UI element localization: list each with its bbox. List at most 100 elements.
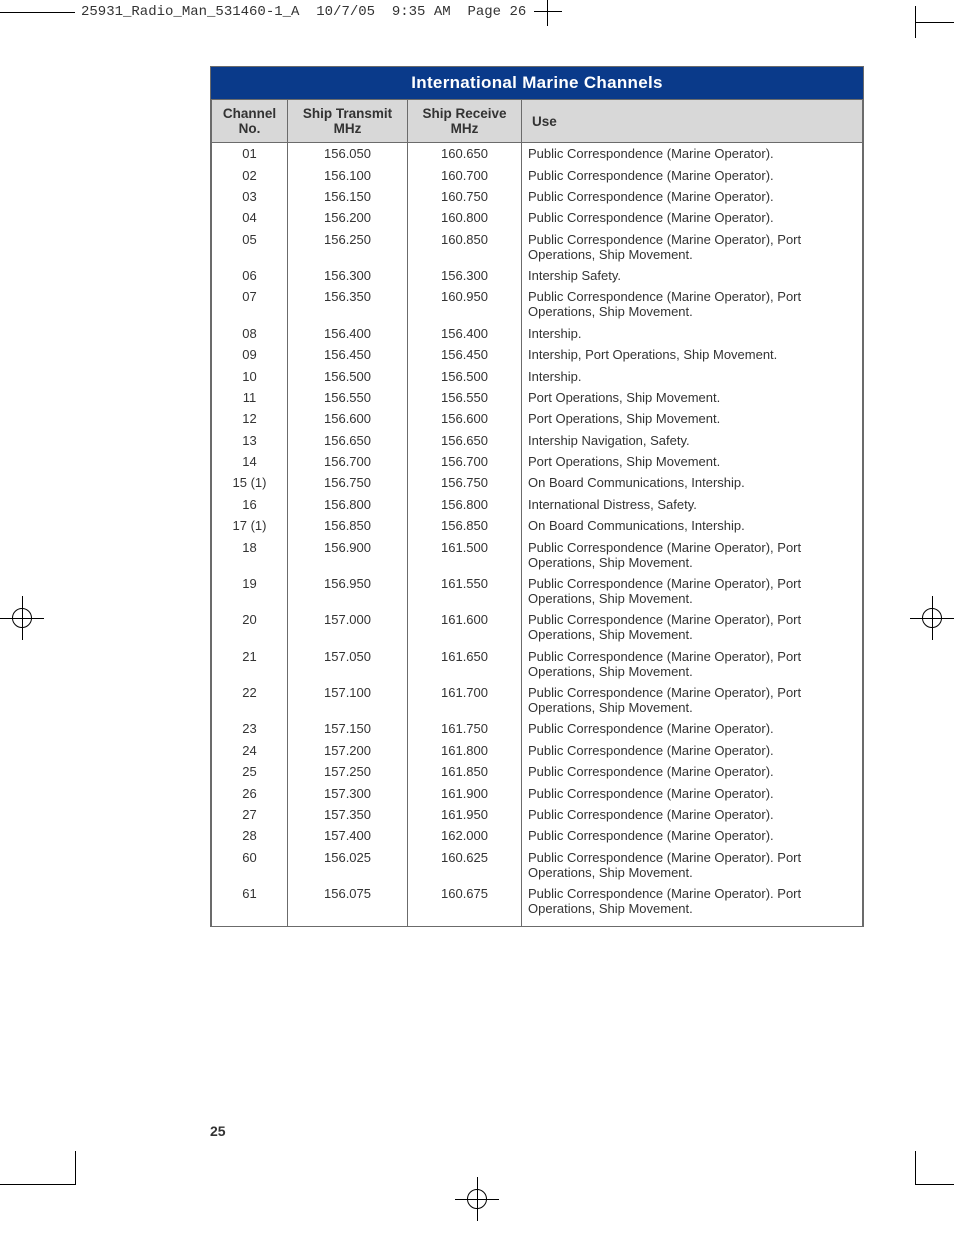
table-row: 13156.650156.650Intership Navigation, Sa… (212, 430, 863, 451)
cell-tx: 156.800 (288, 494, 408, 515)
col-channel-l1: Channel (223, 106, 276, 121)
cell-channel: 19 (212, 573, 288, 609)
cell-tx: 156.150 (288, 186, 408, 207)
cell-tx: 157.300 (288, 782, 408, 803)
cell-use: Public Correspondence (Marine Operator).… (522, 847, 863, 883)
cell-tx: 156.450 (288, 344, 408, 365)
cell-use: Public Correspondence (Marine Operator),… (522, 646, 863, 682)
crop-tick-bl (75, 1151, 76, 1185)
cell-use: International Distress, Safety. (522, 494, 863, 515)
cell-channel: 04 (212, 207, 288, 228)
registration-mark-icon (536, 0, 560, 24)
cell-tx: 156.750 (288, 472, 408, 493)
cell-use: Public Correspondence (Marine Operator),… (522, 229, 863, 265)
table-row: 24157.200161.800Public Correspondence (M… (212, 740, 863, 761)
table-row: 07156.350160.950Public Correspondence (M… (212, 286, 863, 322)
col-tx-l1: Ship Transmit (303, 106, 392, 121)
cell-use: Public Correspondence (Marine Operator). (522, 782, 863, 803)
cell-channel: 02 (212, 164, 288, 185)
table-row: 04156.200160.800Public Correspondence (M… (212, 207, 863, 228)
crop-rule-bl (0, 1184, 75, 1185)
cell-rx: 160.650 (408, 143, 522, 165)
table-row: 11156.550156.550Port Operations, Ship Mo… (212, 387, 863, 408)
crop-header: 25931_Radio_Man_531460-1_A 10/7/05 9:35 … (0, 0, 954, 24)
cell-use: On Board Communications, Intership. (522, 515, 863, 536)
cell-tx: 157.200 (288, 740, 408, 761)
channel-table: International Marine Channels ChannelNo.… (210, 66, 864, 927)
crop-rule-br (916, 1184, 954, 1185)
cell-channel: 10 (212, 365, 288, 386)
col-rx-l2: MHz (412, 121, 517, 136)
cell-tx: 156.600 (288, 408, 408, 429)
cell-rx: 156.650 (408, 430, 522, 451)
cell-rx: 156.400 (408, 323, 522, 344)
cell-channel: 28 (212, 825, 288, 846)
table-row: 02156.100160.700Public Correspondence (M… (212, 164, 863, 185)
cell-rx: 156.700 (408, 451, 522, 472)
cell-rx: 161.800 (408, 740, 522, 761)
col-use: Use (522, 100, 863, 143)
cell-channel: 18 (212, 536, 288, 572)
cell-tx: 156.950 (288, 573, 408, 609)
cell-channel: 03 (212, 186, 288, 207)
cell-use: On Board Communications, Intership. (522, 472, 863, 493)
cell-channel: 60 (212, 847, 288, 883)
cell-rx: 161.700 (408, 682, 522, 718)
table-row: 28157.400162.000Public Correspondence (M… (212, 825, 863, 846)
table-row: 20157.000161.600Public Correspondence (M… (212, 609, 863, 645)
page-number: 25 (210, 1123, 226, 1139)
cell-use: Public Correspondence (Marine Operator),… (522, 536, 863, 572)
cell-tx: 156.700 (288, 451, 408, 472)
table-row: 01156.050160.650Public Correspondence (M… (212, 143, 863, 165)
table-row: 16156.800156.800International Distress, … (212, 494, 863, 515)
cell-rx: 161.500 (408, 536, 522, 572)
col-tx-l2: MHz (292, 121, 403, 136)
cell-tx: 156.100 (288, 164, 408, 185)
table-row: 22157.100161.700Public Correspondence (M… (212, 682, 863, 718)
cell-channel: 15 (1) (212, 472, 288, 493)
cell-rx: 156.600 (408, 408, 522, 429)
cell-rx: 160.700 (408, 164, 522, 185)
cell-channel: 14 (212, 451, 288, 472)
cell-rx: 160.750 (408, 186, 522, 207)
cell-use: Port Operations, Ship Movement. (522, 408, 863, 429)
crop-rule-left (0, 12, 75, 13)
cell-use: Intership. (522, 323, 863, 344)
cell-rx: 161.550 (408, 573, 522, 609)
cell-channel: 13 (212, 430, 288, 451)
table-row: 23157.150161.750Public Correspondence (M… (212, 718, 863, 739)
cell-rx: 161.600 (408, 609, 522, 645)
cell-use: Public Correspondence (Marine Operator). (522, 718, 863, 739)
table-row: 27157.350161.950Public Correspondence (M… (212, 804, 863, 825)
cell-tx: 157.350 (288, 804, 408, 825)
cell-rx: 160.625 (408, 847, 522, 883)
cell-channel: 24 (212, 740, 288, 761)
cell-use: Intership. (522, 365, 863, 386)
table-body: 01156.050160.650Public Correspondence (M… (212, 143, 863, 927)
cell-tx: 156.075 (288, 883, 408, 926)
cell-channel: 26 (212, 782, 288, 803)
table-row: 10156.500156.500Intership. (212, 365, 863, 386)
cell-tx: 156.550 (288, 387, 408, 408)
cell-tx: 156.300 (288, 265, 408, 286)
cell-tx: 156.850 (288, 515, 408, 536)
cell-tx: 157.050 (288, 646, 408, 682)
cell-channel: 61 (212, 883, 288, 926)
cell-channel: 09 (212, 344, 288, 365)
cell-channel: 11 (212, 387, 288, 408)
cell-use: Public Correspondence (Marine Operator),… (522, 573, 863, 609)
cell-tx: 156.900 (288, 536, 408, 572)
cell-tx: 156.025 (288, 847, 408, 883)
table-row: 25157.250161.850Public Correspondence (M… (212, 761, 863, 782)
table-title: International Marine Channels (211, 67, 863, 99)
cell-use: Public Correspondence (Marine Operator),… (522, 682, 863, 718)
cell-rx: 161.900 (408, 782, 522, 803)
cell-rx: 156.750 (408, 472, 522, 493)
table-row: 09156.450156.450Intership, Port Operatio… (212, 344, 863, 365)
cell-use: Port Operations, Ship Movement. (522, 387, 863, 408)
cell-channel: 08 (212, 323, 288, 344)
cell-use: Public Correspondence (Marine Operator). (522, 186, 863, 207)
crop-tick-br (915, 1151, 916, 1185)
cell-use: Intership Safety. (522, 265, 863, 286)
cell-rx: 156.550 (408, 387, 522, 408)
